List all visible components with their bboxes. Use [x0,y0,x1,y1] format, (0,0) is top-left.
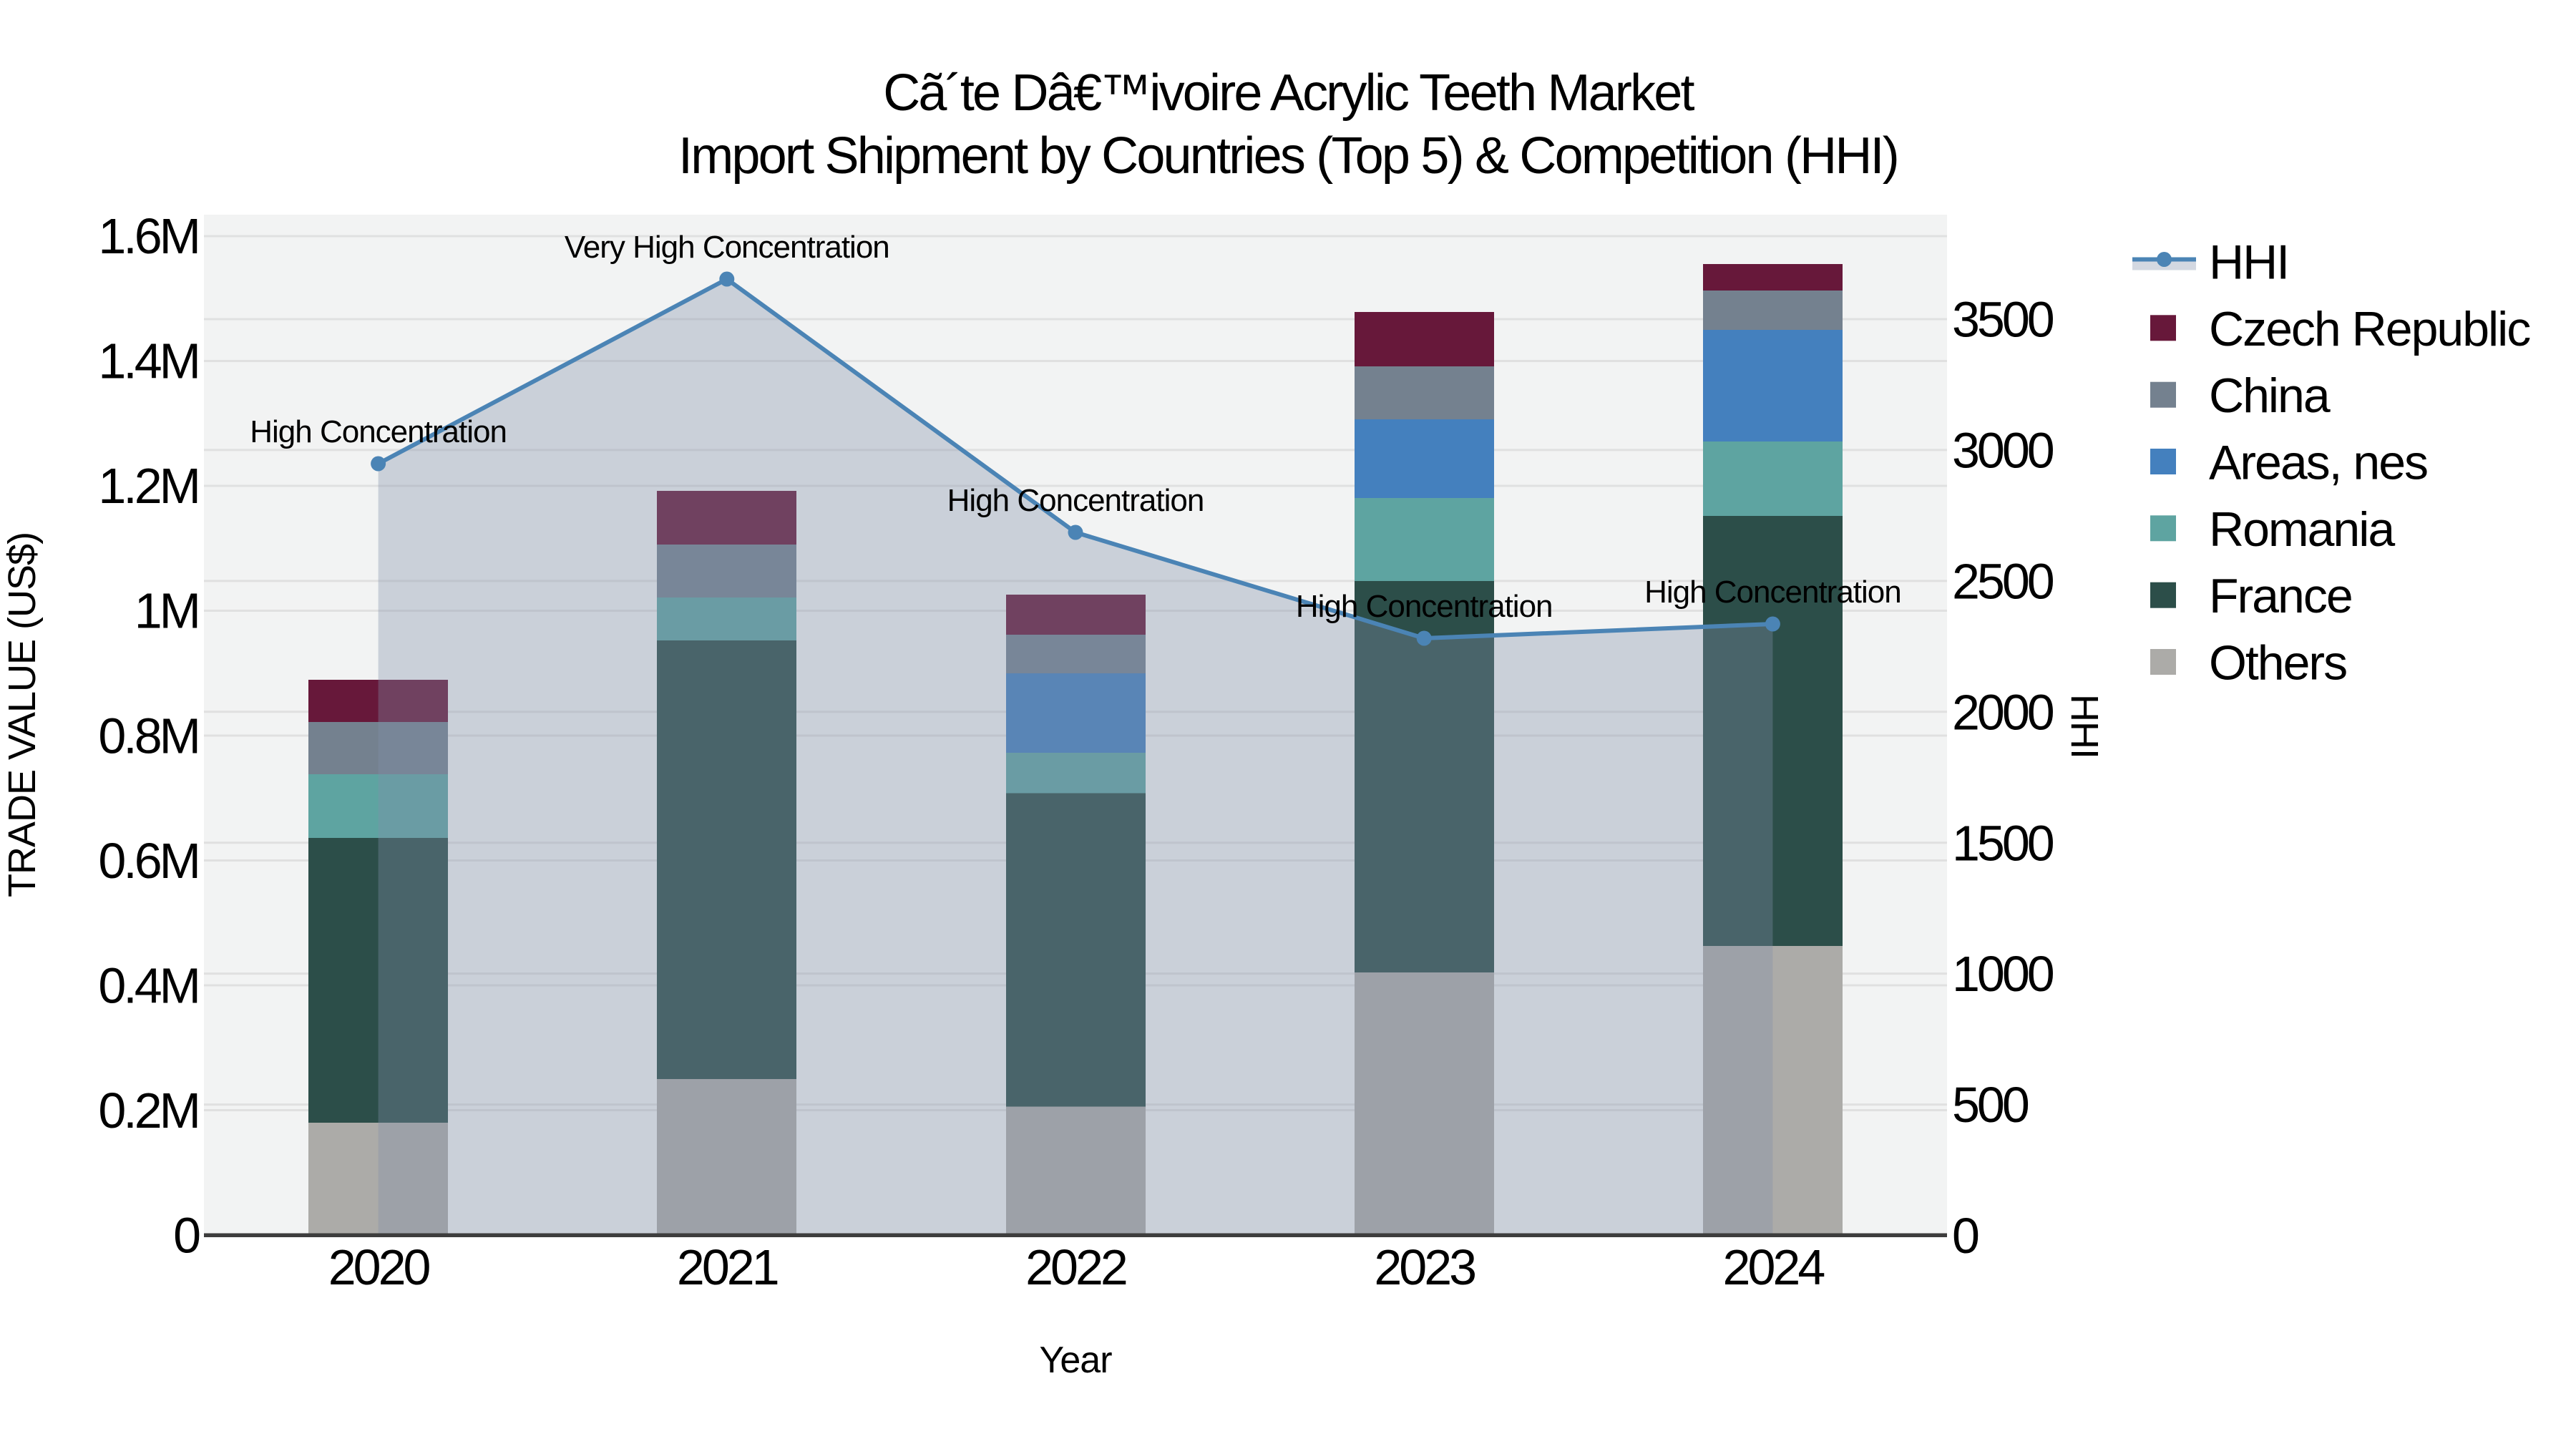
svg-text:Czech Republic: Czech Republic [2209,302,2530,356]
svg-text:High Concentration: High Concentration [947,483,1204,518]
svg-text:1000: 1000 [1952,946,2054,1002]
svg-text:High Concentration: High Concentration [1296,589,1553,624]
svg-text:Areas, nes: Areas, nes [2209,436,2427,490]
svg-text:2000: 2000 [1952,684,2054,740]
svg-text:1.4M: 1.4M [98,333,198,389]
svg-text:3500: 3500 [1952,292,2054,348]
svg-text:3000: 3000 [1952,423,2054,479]
svg-text:0.4M: 0.4M [98,957,198,1013]
svg-text:1.2M: 1.2M [98,458,198,514]
svg-text:HHI: HHI [2209,235,2288,290]
svg-text:HHI: HHI [2063,694,2106,758]
svg-text:High Concentration: High Concentration [1644,575,1901,610]
svg-text:Very High Concentration: Very High Concentration [565,230,889,265]
svg-text:0.2M: 0.2M [98,1083,198,1138]
svg-text:TRADE VALUE (US$): TRADE VALUE (US$) [1,532,44,897]
svg-text:Cã´te Dâ€™ivoire Acrylic Teeth: Cã´te Dâ€™ivoire Acrylic Teeth Market [883,64,1694,122]
svg-text:China: China [2209,369,2331,423]
svg-text:0.8M: 0.8M [98,708,198,763]
svg-text:France: France [2209,569,2352,623]
svg-text:0: 0 [1952,1208,1979,1264]
svg-text:2023: 2023 [1374,1239,1475,1295]
svg-text:2021: 2021 [677,1239,778,1295]
svg-text:Others: Others [2209,636,2346,691]
svg-text:Romania: Romania [2209,502,2395,557]
svg-text:1.6M: 1.6M [98,208,198,264]
svg-text:2500: 2500 [1952,554,2054,610]
svg-text:2020: 2020 [328,1239,430,1295]
svg-text:Import Shipment by Countries (: Import Shipment by Countries (Top 5) & C… [678,127,1898,185]
svg-text:2024: 2024 [1723,1239,1825,1295]
svg-text:High Concentration: High Concentration [250,414,507,449]
svg-text:Year: Year [1039,1340,1112,1381]
svg-text:0.6M: 0.6M [98,833,198,889]
svg-text:500: 500 [1952,1077,2029,1133]
svg-text:1M: 1M [135,583,198,639]
svg-text:0: 0 [173,1208,200,1264]
svg-text:1500: 1500 [1952,815,2054,871]
svg-text:2022: 2022 [1025,1239,1126,1295]
